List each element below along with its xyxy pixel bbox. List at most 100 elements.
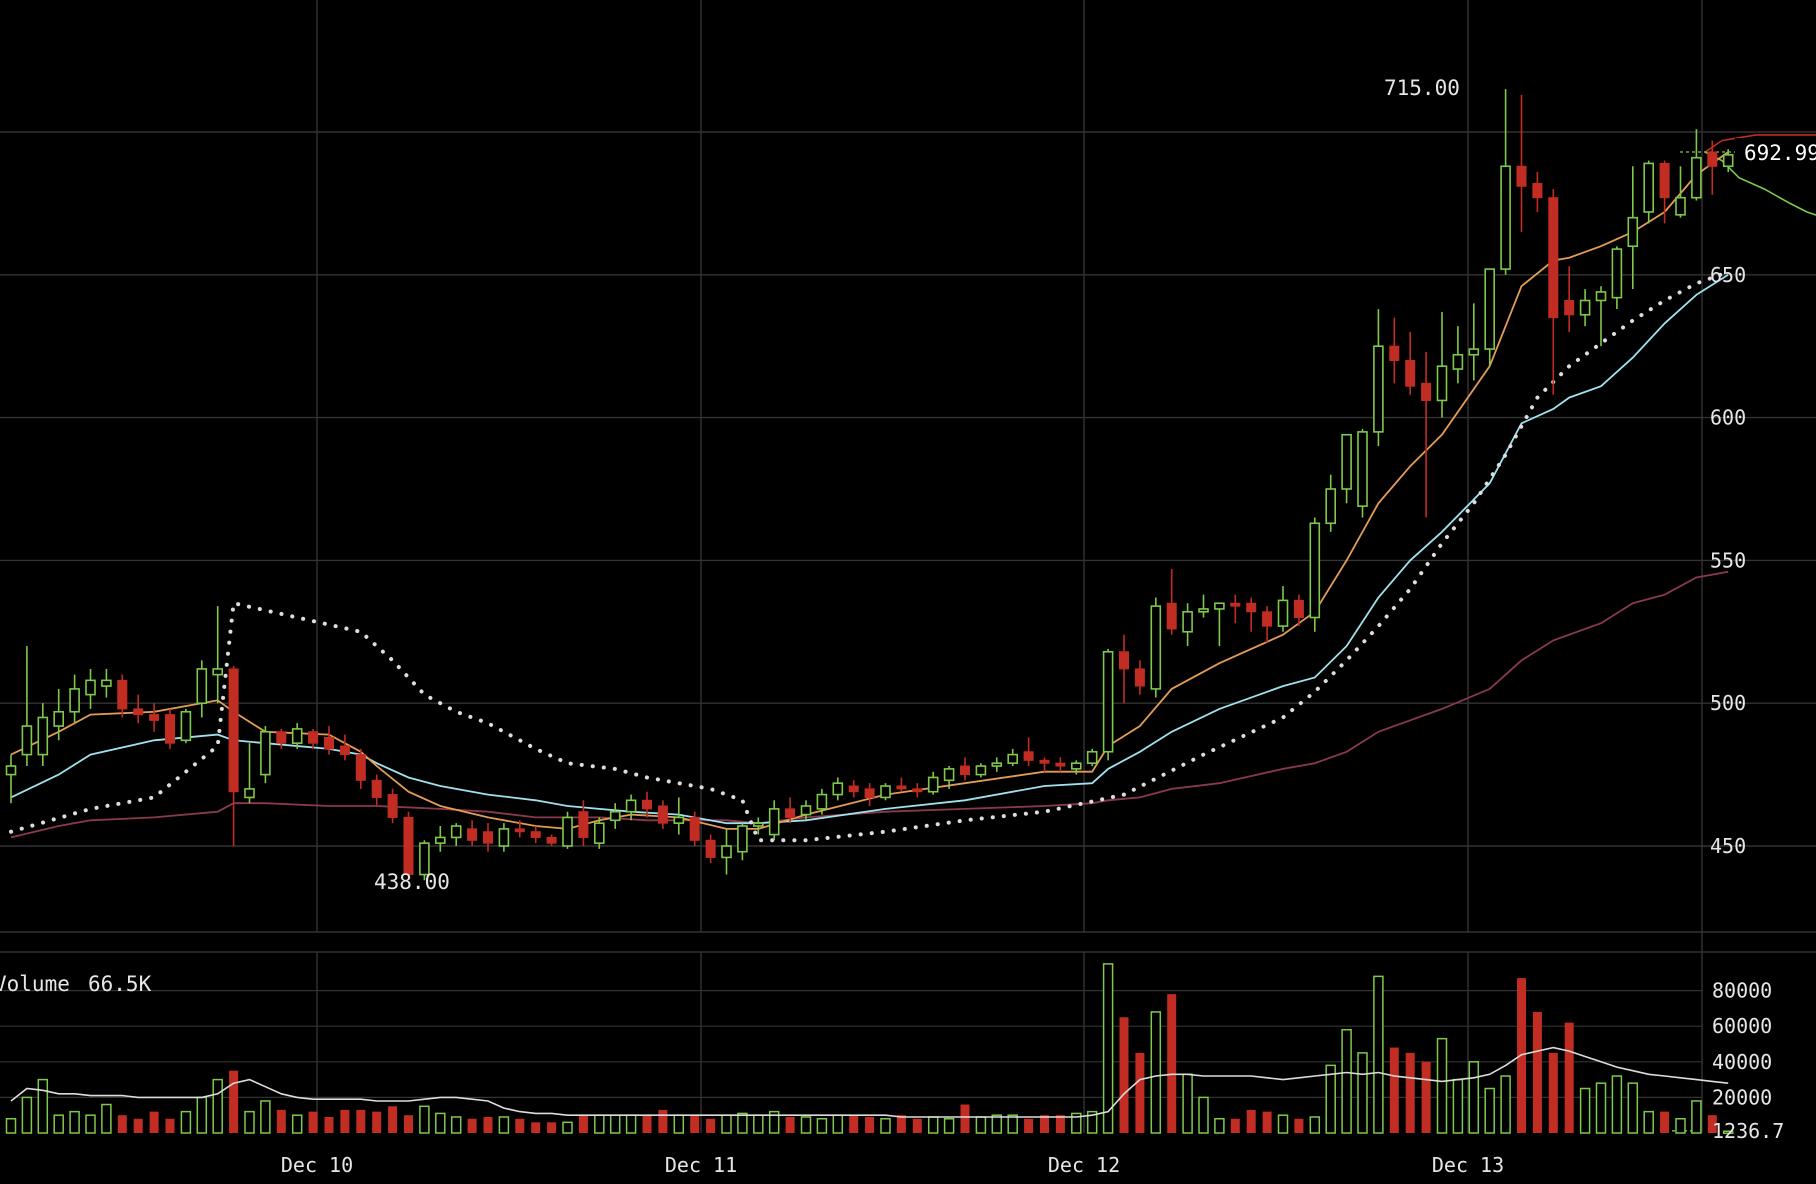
candle[interactable] xyxy=(1102,648,1114,761)
candle[interactable] xyxy=(1341,433,1352,504)
candle[interactable] xyxy=(450,823,462,846)
candle[interactable] xyxy=(1373,309,1384,447)
candle[interactable] xyxy=(593,817,605,849)
candle[interactable] xyxy=(1086,748,1098,767)
candle[interactable] xyxy=(816,788,828,815)
candle[interactable] xyxy=(609,803,621,829)
candle[interactable] xyxy=(355,748,366,789)
candle[interactable] xyxy=(1214,602,1225,647)
candle[interactable] xyxy=(5,754,17,804)
candle[interactable] xyxy=(562,811,573,849)
candle[interactable] xyxy=(133,694,144,724)
candle[interactable] xyxy=(1468,303,1480,381)
candle[interactable] xyxy=(291,723,303,749)
candle[interactable] xyxy=(642,791,652,818)
candle[interactable] xyxy=(1484,268,1495,367)
candle[interactable] xyxy=(1007,748,1019,767)
candle[interactable] xyxy=(1230,594,1241,624)
candle[interactable] xyxy=(260,726,271,784)
candle[interactable] xyxy=(1500,89,1511,275)
candle[interactable] xyxy=(737,823,748,861)
candle[interactable] xyxy=(1421,351,1432,518)
candle[interactable] xyxy=(705,834,716,864)
candle[interactable] xyxy=(625,794,637,821)
candle[interactable] xyxy=(721,828,732,875)
candle[interactable] xyxy=(1166,568,1177,635)
candle[interactable] xyxy=(149,703,160,732)
candle[interactable] xyxy=(419,840,430,881)
candle[interactable] xyxy=(673,797,685,835)
candle[interactable] xyxy=(912,783,923,798)
candle[interactable] xyxy=(69,674,80,724)
candle[interactable] xyxy=(276,728,287,749)
candle[interactable] xyxy=(1023,737,1034,767)
candle[interactable] xyxy=(768,800,780,841)
candle[interactable] xyxy=(864,783,875,807)
candle[interactable] xyxy=(165,708,175,749)
candle[interactable] xyxy=(896,777,907,792)
candle[interactable] xyxy=(657,800,668,829)
candle[interactable] xyxy=(1452,326,1464,384)
candle[interactable] xyxy=(689,811,700,846)
candle[interactable] xyxy=(228,666,239,846)
candle[interactable] xyxy=(324,726,334,755)
candle[interactable] xyxy=(1675,166,1686,218)
candle[interactable] xyxy=(848,780,859,798)
candle[interactable] xyxy=(1516,94,1527,232)
candle[interactable] xyxy=(1436,311,1448,418)
candle[interactable] xyxy=(21,646,33,767)
candle[interactable] xyxy=(752,817,764,835)
candle[interactable] xyxy=(1532,171,1543,212)
candle[interactable] xyxy=(1055,757,1066,772)
candle[interactable] xyxy=(1293,594,1304,627)
candle[interactable] xyxy=(1659,160,1670,224)
candle[interactable] xyxy=(1627,166,1639,290)
candle[interactable] xyxy=(1595,286,1607,347)
candle[interactable] xyxy=(578,800,589,846)
candle[interactable] xyxy=(1325,474,1336,532)
candle[interactable] xyxy=(498,823,510,852)
candle[interactable] xyxy=(308,728,319,749)
candle[interactable] xyxy=(1277,586,1289,632)
candle[interactable] xyxy=(101,668,112,698)
candle[interactable] xyxy=(403,811,414,881)
candle[interactable] xyxy=(467,820,478,846)
candle[interactable] xyxy=(1246,597,1257,632)
candle[interactable] xyxy=(1309,517,1321,632)
candle[interactable] xyxy=(1071,760,1082,775)
candle[interactable] xyxy=(434,826,446,852)
candle[interactable] xyxy=(387,788,398,824)
candle[interactable] xyxy=(1119,634,1129,704)
candle[interactable] xyxy=(1357,429,1368,518)
candle[interactable] xyxy=(1198,594,1209,618)
candle[interactable] xyxy=(1262,606,1273,644)
candle[interactable] xyxy=(212,606,223,704)
candle[interactable] xyxy=(832,777,844,801)
candle[interactable] xyxy=(1150,597,1162,698)
candle[interactable] xyxy=(1722,149,1734,172)
candle[interactable] xyxy=(1579,289,1591,327)
candle[interactable] xyxy=(37,703,49,767)
volume-bars[interactable] xyxy=(5,963,1734,1134)
candle[interactable] xyxy=(530,826,541,844)
candle[interactable] xyxy=(180,708,192,744)
candle[interactable] xyxy=(546,834,557,846)
candle[interactable] xyxy=(371,774,382,807)
candle[interactable] xyxy=(1182,603,1193,647)
candlesticks[interactable] xyxy=(5,89,1734,881)
candle[interactable] xyxy=(1548,189,1559,395)
candle[interactable] xyxy=(514,820,525,838)
candle[interactable] xyxy=(975,763,987,778)
candle[interactable] xyxy=(1405,331,1416,395)
candle[interactable] xyxy=(943,766,955,789)
candle[interactable] xyxy=(927,771,939,795)
candle[interactable] xyxy=(339,734,350,761)
candle[interactable] xyxy=(1134,660,1145,695)
candle[interactable] xyxy=(785,797,796,824)
candle[interactable] xyxy=(117,674,128,718)
candle[interactable] xyxy=(1564,266,1575,332)
candle[interactable] xyxy=(53,688,65,741)
candle[interactable] xyxy=(1707,140,1718,195)
candle[interactable] xyxy=(244,743,255,804)
